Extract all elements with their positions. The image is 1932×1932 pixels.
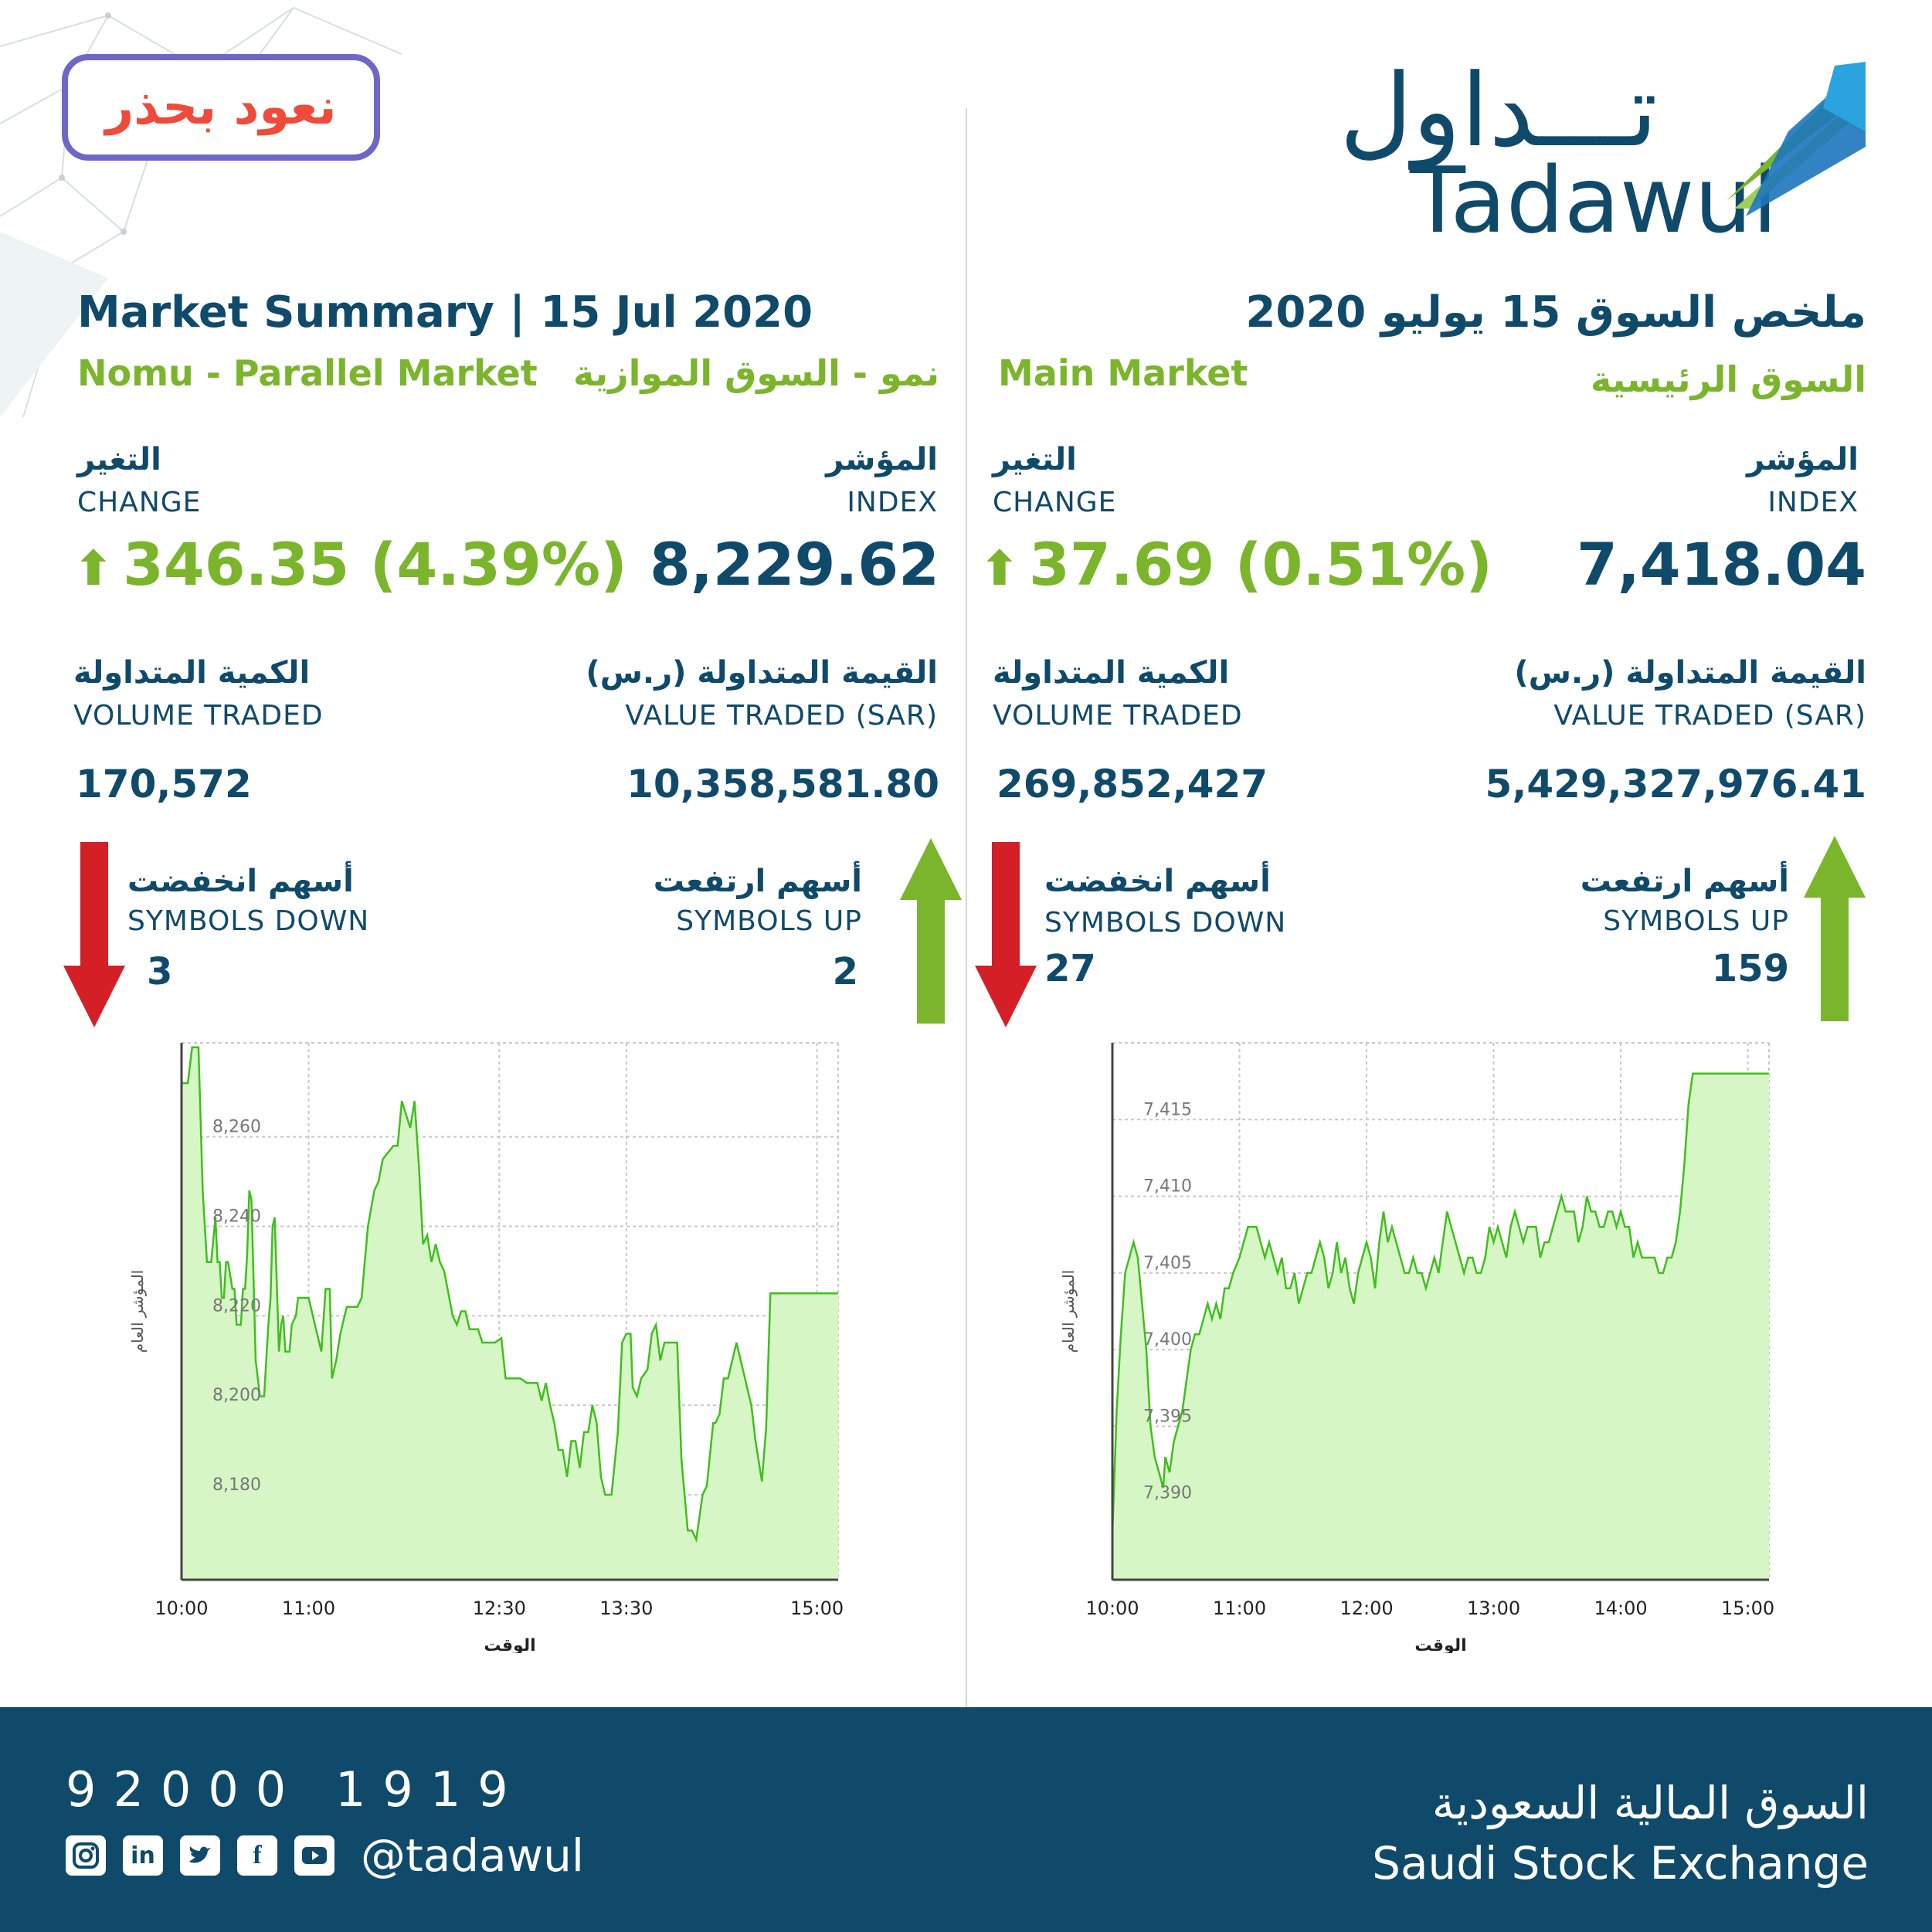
main-volume-value: 269,852,427 <box>997 762 1268 806</box>
exchange-name-en: Saudi Stock Exchange <box>1372 1837 1869 1890</box>
footer-bar <box>0 1707 1932 1932</box>
nomu-up-label-en: SYMBOLS UP <box>676 905 862 937</box>
nomu-index-label-ar: المؤشر <box>826 442 938 477</box>
x-tick-label: 12:30 <box>473 1598 526 1619</box>
logo-english: Tadawul <box>1409 147 1778 253</box>
main-change-label-en: CHANGE <box>993 487 1117 518</box>
down-arrow-icon <box>63 842 125 1027</box>
x-tick-label: 14:00 <box>1594 1598 1647 1619</box>
main-value-traded: 5,429,327,976.41 <box>1485 762 1866 806</box>
main-down-label-ar: أسهم انخفضت <box>1044 864 1271 899</box>
y-tick-label: 7,410 <box>1143 1177 1192 1197</box>
series-area <box>1112 1073 1769 1580</box>
instagram-icon[interactable] <box>66 1835 106 1876</box>
nomu-index-value: 8,229.62 <box>649 530 939 599</box>
campaign-badge: نعود بحذر <box>62 54 380 161</box>
campaign-text: نعود بحذر <box>105 79 337 136</box>
up-arrow-icon: ⬆ <box>73 540 114 596</box>
nomu-index-chart: 8,180 8,200 8,220 8,240 8,260 10:00 11:00 12:30… <box>128 1042 844 1653</box>
main-index-label-ar: المؤشر <box>1747 442 1859 477</box>
main-name-ar: السوق الرئيسية <box>1590 358 1866 400</box>
x-tick-label: 13:00 <box>1467 1598 1520 1619</box>
x-tick-label: 12:00 <box>1339 1598 1393 1619</box>
y-tick-label: 7,390 <box>1143 1484 1192 1503</box>
series-line <box>182 1046 838 1543</box>
phone-number[interactable]: 92000 1919 <box>66 1761 525 1818</box>
down-arrow-icon <box>975 842 1037 1027</box>
nomu-value-label-en: VALUE TRADED (SAR) <box>625 700 938 732</box>
title-en: Market Summary | 15 Jul 2020 <box>77 287 813 338</box>
y-tick-label: 7,415 <box>1143 1100 1192 1119</box>
main-value-label-ar: القيمة المتداولة (ر.س) <box>1514 655 1866 691</box>
y-tick-label: 7,400 <box>1143 1330 1192 1350</box>
main-index-value: 7,418.04 <box>1576 530 1866 599</box>
y-tick-label: 7,405 <box>1143 1254 1192 1273</box>
main-down-count: 27 <box>1044 947 1096 990</box>
x-tick-label: 15:00 <box>1721 1598 1774 1619</box>
nomu-change: ⬆ 346.35 (4.39%) <box>73 530 627 599</box>
x-tick-label: 15:00 <box>790 1598 844 1619</box>
main-change: ⬆ 37.69 (0.51%) <box>980 530 1492 599</box>
nomu-change-value: 346.35 (4.39%) <box>122 530 627 599</box>
main-index-label-en: INDEX <box>1767 487 1859 518</box>
exchange-name-ar: السوق المالية السعودية <box>1431 1777 1869 1829</box>
nomu-down-label-ar: أسهم انخفضت <box>127 864 354 899</box>
y-tick-label: 7,395 <box>1143 1407 1192 1426</box>
title-ar: ملخص السوق 15 يوليو 2020 <box>1245 287 1866 338</box>
x-tick-label: 10:00 <box>154 1598 208 1619</box>
main-volume-label-ar: الكمية المتداولة <box>993 655 1230 691</box>
main-name-en: Main Market <box>998 352 1248 394</box>
main-value-label-en: VALUE TRADED (SAR) <box>1553 700 1866 732</box>
nomu-index-label-en: INDEX <box>847 487 938 518</box>
series-area <box>182 1047 838 1580</box>
main-up-label-ar: أسهم ارتفعت <box>1580 864 1789 899</box>
up-arrow-icon <box>1804 836 1866 1021</box>
main-down-label-en: SYMBOLS DOWN <box>1044 907 1287 939</box>
series-line <box>1111 1072 1769 1534</box>
y-tick-label: 8,220 <box>212 1296 261 1316</box>
linkedin-icon[interactable]: in <box>123 1835 163 1876</box>
x-axis-title: الوقت <box>1414 1636 1466 1653</box>
logo-arabic: تـــداول <box>1339 52 1658 169</box>
nomu-name-ar: نمو - السوق الموازية <box>572 352 939 394</box>
y-tick-label: 8,200 <box>212 1386 261 1405</box>
nomu-change-label-en: CHANGE <box>77 487 202 518</box>
main-up-count: 159 <box>1711 947 1789 990</box>
x-tick-label: 11:00 <box>282 1598 335 1619</box>
nomu-up-count: 2 <box>832 950 858 993</box>
y-axis-title: المؤشر العام <box>1059 1270 1078 1353</box>
up-arrow-icon: ⬆ <box>980 540 1020 596</box>
x-axis-title: الوقت <box>484 1636 535 1653</box>
nomu-down-count: 3 <box>147 950 173 993</box>
social-handle[interactable]: @tadawul <box>361 1829 584 1882</box>
x-tick-label: 10:00 <box>1085 1598 1139 1619</box>
y-axis-title: المؤشر العام <box>128 1270 147 1353</box>
nomu-volume-label-en: VOLUME TRADED <box>73 700 324 732</box>
nomu-volume-value: 170,572 <box>76 762 252 806</box>
y-tick-label: 8,260 <box>212 1118 261 1137</box>
social-links: in f @tadawul <box>66 1829 584 1882</box>
nomu-value-traded: 10,358,581.80 <box>626 762 939 806</box>
main-volume-label-en: VOLUME TRADED <box>993 700 1243 732</box>
main-up-label-en: SYMBOLS UP <box>1603 905 1789 937</box>
nomu-volume-label-ar: الكمية المتداولة <box>73 655 311 691</box>
nomu-down-label-en: SYMBOLS DOWN <box>127 905 370 937</box>
nomu-change-label-ar: التغير <box>77 442 161 477</box>
nomu-name-en: Nomu - Parallel Market <box>77 352 538 394</box>
x-tick-label: 11:00 <box>1213 1598 1266 1619</box>
tadawul-logo-mark <box>1727 62 1866 216</box>
facebook-icon[interactable]: f <box>237 1835 277 1876</box>
column-divider <box>966 108 967 1711</box>
up-arrow-icon <box>900 838 962 1024</box>
main-index-chart: 7,390 7,395 7,400 7,405 7,410 7,415 10:00 11:00… <box>1059 1042 1774 1653</box>
twitter-icon[interactable] <box>180 1835 220 1876</box>
main-change-label-ar: التغير <box>993 442 1077 477</box>
x-tick-label: 13:30 <box>599 1598 653 1619</box>
youtube-icon[interactable] <box>294 1835 334 1876</box>
y-tick-label: 8,240 <box>212 1207 261 1226</box>
nomu-up-label-ar: أسهم ارتفعت <box>653 864 862 899</box>
nomu-value-label-ar: القيمة المتداولة (ر.س) <box>586 655 938 691</box>
main-change-value: 37.69 (0.51%) <box>1028 530 1492 599</box>
y-tick-label: 8,180 <box>212 1475 261 1495</box>
